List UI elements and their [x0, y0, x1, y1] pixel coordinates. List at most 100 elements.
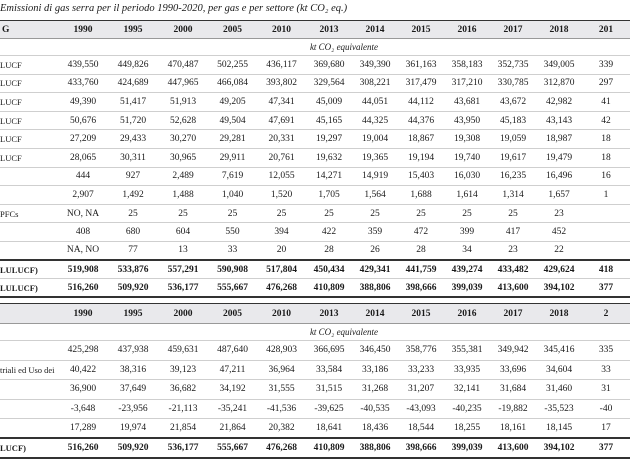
unit-row: kt CO₂ equivalente [0, 38, 630, 56]
cell-value: 18,161 [490, 418, 536, 439]
cell-value: 358,183 [444, 55, 490, 75]
cell-value: 44,325 [352, 111, 398, 131]
header-row: 1990 1995 2000 2005 2010 2013 2014 2015 2016 2017… [0, 303, 630, 324]
cell-value: 425,298 [58, 340, 108, 361]
cell-value: 444 [58, 167, 108, 187]
cell-value: 2,489 [158, 167, 208, 187]
cell-value: 49,504 [208, 111, 257, 131]
cell-value: 352,735 [490, 55, 536, 75]
cell-value: 413,600 [490, 278, 536, 299]
cell-value: 349,942 [490, 340, 536, 361]
cell-value: 26 [352, 241, 398, 261]
row-label: LULUCF) [0, 259, 58, 280]
cell-value: 18,436 [352, 418, 398, 439]
cell-value: 16,496 [536, 167, 582, 187]
cell-value: 44,376 [398, 111, 444, 131]
row-label: LUCF [0, 111, 58, 131]
cell-value: 377 [582, 278, 630, 299]
cell-value: 31,555 [257, 379, 306, 400]
cell-value: 47,341 [257, 92, 306, 112]
cell-value: 550 [208, 222, 257, 242]
cell-value: 47,211 [208, 360, 257, 380]
year-header: 2014 [352, 20, 398, 39]
cell-value: -40,535 [352, 399, 398, 419]
table-row: NA, NO 77 13 33 20 28 26 28 34 23 22 [0, 241, 630, 261]
cell-value: 437,938 [108, 340, 158, 361]
cell-value: 16,235 [490, 167, 536, 187]
cell-value: 394 [257, 222, 306, 242]
table-caption: Emissioni di gas serra per il periodo 19… [0, 3, 348, 14]
year-header: 2010 [257, 20, 306, 39]
cell-value: 52,628 [158, 111, 208, 131]
cell-value: 77 [108, 241, 158, 261]
cell-value: 30,965 [158, 148, 208, 168]
row-label [0, 185, 58, 205]
year-header: 2005 [208, 303, 257, 324]
cell-value: 43,672 [490, 92, 536, 112]
cell-value: 51,913 [158, 92, 208, 112]
cell-value: -35,523 [536, 399, 582, 419]
cell-value: 17 [582, 418, 630, 439]
table-row: triali ed Uso dei 40,422 38,316 39,123 47,21… [0, 360, 630, 380]
year-header: 2013 [306, 303, 352, 324]
cell-value: 330,785 [490, 74, 536, 94]
row-label: LUCF) [0, 437, 58, 459]
cell-value: 345,416 [536, 340, 582, 361]
cell-value: 399,039 [444, 437, 490, 459]
cell-value: 43,681 [444, 92, 490, 112]
cell-value: 36,682 [158, 379, 208, 400]
cell-value: 28,065 [58, 148, 108, 168]
row-label: LUCF [0, 129, 58, 149]
row-label [0, 418, 58, 439]
year-header: 2010 [257, 303, 306, 324]
row-label: triali ed Uso dei [0, 360, 58, 380]
cell-value: 27,209 [58, 129, 108, 149]
cell-value: 436,117 [257, 55, 306, 75]
cell-value: -41,536 [257, 399, 306, 419]
cell-value: 476,268 [257, 278, 306, 299]
cell-value: 394,102 [536, 437, 582, 459]
cell-value: 21,854 [158, 418, 208, 439]
row-label [0, 399, 58, 419]
cell-value: 516,260 [58, 278, 108, 299]
cell-value: 487,640 [208, 340, 257, 361]
cell-value: 399,039 [444, 278, 490, 299]
cell-value: 452 [536, 222, 582, 242]
header-label: G [0, 20, 58, 39]
cell-value: 19,194 [398, 148, 444, 168]
cell-value: 33,233 [398, 360, 444, 380]
cell-value: 45,009 [306, 92, 352, 112]
cell-value: 358,776 [398, 340, 444, 361]
cell-value: 19,308 [444, 129, 490, 149]
cell-value: 18,544 [398, 418, 444, 439]
cell-value: 410,809 [306, 437, 352, 459]
cell-value: 51,720 [108, 111, 158, 131]
cell-value: 37,649 [108, 379, 158, 400]
cell-value: 25 [306, 204, 352, 224]
table-row: LUCF 27,209 29,433 30,270 29,281 20,331 19,297… [0, 129, 630, 149]
cell-value: 31,684 [490, 379, 536, 400]
year-header: 2014 [352, 303, 398, 324]
cell-value: 25 [158, 204, 208, 224]
cell-value: 19,974 [108, 418, 158, 439]
cell-value: 19,740 [444, 148, 490, 168]
cell-value: 14,271 [306, 167, 352, 187]
year-header: 2016 [444, 20, 490, 39]
cell-value: 33,584 [306, 360, 352, 380]
cell-value: 47,691 [257, 111, 306, 131]
cell-value: 22 [536, 241, 582, 261]
cell-value: 317,210 [444, 74, 490, 94]
cell-value: 516,260 [58, 437, 108, 459]
cell-value: 43,950 [444, 111, 490, 131]
cell-value: 388,806 [352, 278, 398, 299]
table-row: LUCF 439,550 449,826 470,487 502,255 436,117 3… [0, 55, 630, 75]
table-row: LUCF 433,760 424,689 447,965 466,084 393,802 3… [0, 74, 630, 94]
cell-value: 7,619 [208, 167, 257, 187]
cell-value: 19,617 [490, 148, 536, 168]
cell-value: 422 [306, 222, 352, 242]
table-row: LUCF 28,065 30,311 30,965 29,911 20,761 19,632… [0, 148, 630, 168]
cell-value: 34,604 [536, 360, 582, 380]
cell-value: 329,564 [306, 74, 352, 94]
cell-value: 12,055 [257, 167, 306, 187]
cell-value: 20 [257, 241, 306, 261]
